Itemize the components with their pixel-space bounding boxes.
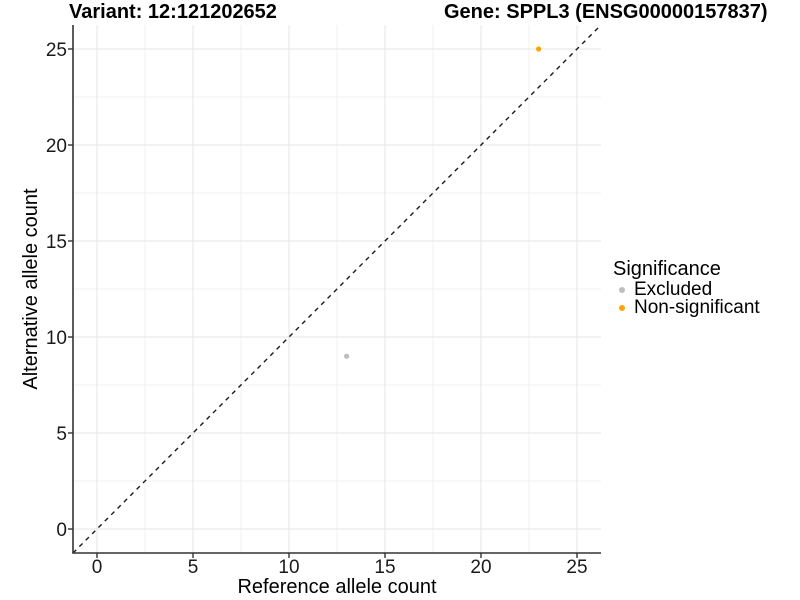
plot-title-gene: Gene: SPPL3 (ENSG00000157837) xyxy=(444,1,768,23)
x-tick-label: 0 xyxy=(92,557,103,578)
legend-title: Significance xyxy=(613,258,721,280)
data-point-non-significant xyxy=(536,46,542,52)
y-tick-label: 5 xyxy=(56,424,67,445)
y-tick-label: 0 xyxy=(56,520,67,541)
identity-dashed-line xyxy=(72,24,602,554)
x-tick-label: 25 xyxy=(566,557,587,578)
y-tick-label: 10 xyxy=(46,328,67,349)
excluded-point-icon xyxy=(619,287,625,293)
y-tick-label: 20 xyxy=(46,136,67,157)
x-tick-label: 20 xyxy=(470,557,491,578)
legend-label-excluded: Excluded xyxy=(634,279,713,300)
y-tick-label: 15 xyxy=(46,232,67,253)
data-point-excluded xyxy=(344,353,350,359)
x-axis-title: Reference allele count xyxy=(237,576,437,598)
non-significant-point-icon xyxy=(619,305,625,311)
legend-item-non-significant: Non-significant xyxy=(613,297,760,318)
legend: Significance Excluded Non-significant xyxy=(613,257,760,317)
legend-label-non-significant: Non-significant xyxy=(634,297,760,318)
y-axis-title: Alternative allele count xyxy=(20,188,42,390)
x-tick-label: 15 xyxy=(374,557,395,578)
plot-title-variant: Variant: 12:121202652 xyxy=(69,1,277,23)
legend-item-excluded: Excluded xyxy=(613,279,760,300)
y-tick-label: 25 xyxy=(46,40,67,61)
x-tick-label: 10 xyxy=(278,557,299,578)
x-tick-label: 5 xyxy=(188,557,199,578)
